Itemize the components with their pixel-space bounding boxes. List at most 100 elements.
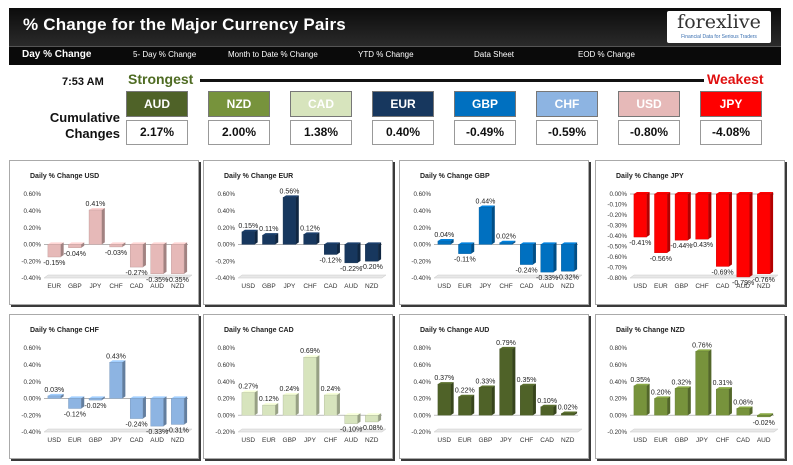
bar-top-face — [437, 239, 454, 242]
nav-5-day-change[interactable]: 5- Day % Change — [133, 50, 197, 59]
x-tick-label: JPY — [696, 437, 709, 444]
currency-tile-name: USD — [618, 91, 680, 117]
x-tick-label: JPY — [283, 283, 296, 290]
x-tick-label: CAD — [324, 283, 338, 290]
bar-side-face — [101, 207, 105, 245]
chart-title: Daily % Change CHF — [30, 327, 100, 334]
bar-side-face — [163, 242, 167, 274]
nav-ytd-change[interactable]: YTD % Change — [358, 50, 414, 59]
x-tick-label: GBP — [675, 437, 689, 444]
y-tick-label: -0.40% — [607, 233, 627, 240]
bar — [478, 207, 493, 245]
y-tick-label: -0.40% — [215, 275, 235, 282]
x-tick-label: USD — [241, 283, 255, 290]
cumulative-changes-label: Cumulative Changes — [42, 110, 120, 142]
bar — [109, 362, 123, 399]
bar-chart-svg: Daily % Change AUD 0.80% 0.60% 0.40% 0.20% 0.… — [411, 327, 583, 444]
bar-side-face — [728, 192, 732, 267]
y-tick-label: 0.40% — [23, 362, 41, 369]
bar-side-face — [357, 413, 361, 424]
x-tick-label: JPY — [304, 437, 317, 444]
bar-side-face — [81, 396, 85, 409]
bar-value-label: 0.27% — [238, 384, 258, 391]
bar-value-label: -0.27% — [125, 270, 147, 277]
bar-top-face — [241, 229, 258, 232]
bar-top-face — [654, 192, 671, 194]
bar — [171, 244, 185, 275]
x-tick-label: NZD — [561, 283, 575, 290]
bar-value-label: -0.08% — [361, 425, 383, 432]
bar-top-face — [458, 242, 475, 245]
bar-value-label: -0.41% — [629, 240, 651, 247]
bar-value-label: -0.02% — [84, 403, 106, 410]
bar — [365, 244, 379, 262]
bar-side-face — [574, 242, 578, 272]
bar-top-face — [171, 242, 188, 245]
y-tick-label: 0.40% — [217, 379, 235, 386]
bar — [757, 414, 771, 418]
bar-top-face — [241, 390, 258, 393]
bar-top-face — [695, 192, 712, 194]
y-tick-label: 0.00% — [413, 412, 431, 419]
bar — [47, 244, 61, 258]
bar-value-label: -0.31% — [167, 427, 189, 434]
y-tick-label: -0.20% — [215, 258, 235, 265]
y-tick-label: 0.40% — [23, 208, 41, 215]
bar-side-face — [142, 396, 146, 419]
nav-eod-change[interactable]: EOD % Change — [578, 50, 635, 59]
x-tick-label: AUD — [150, 283, 164, 290]
x-tick-label: CAD — [130, 283, 144, 290]
bar-side-face — [357, 242, 361, 263]
nav-month-to-date-change[interactable]: Month to Date % Change — [228, 50, 318, 59]
bar-side-face — [378, 413, 382, 422]
bar — [344, 414, 358, 424]
bar-side-face — [667, 396, 671, 416]
bar-value-label: 0.32% — [671, 379, 691, 386]
y-tick-label: -0.40% — [21, 429, 41, 436]
bar — [150, 244, 164, 275]
x-tick-label: CHF — [695, 283, 708, 290]
y-tick-label: 0.20% — [23, 225, 41, 232]
y-tick-label: -0.20% — [215, 429, 235, 436]
y-tick-label: 0.60% — [23, 191, 41, 198]
bar-side-face — [770, 192, 774, 274]
currency-tile-name: GBP — [454, 91, 516, 117]
bar-side-face — [450, 382, 454, 416]
nav-day-change[interactable]: Day % Change — [22, 49, 92, 60]
bar — [129, 244, 144, 268]
x-tick-label: JPY — [479, 283, 492, 290]
bar-value-label: -0.56% — [650, 256, 672, 263]
bar-side-face — [275, 403, 279, 416]
bar-top-face — [479, 385, 495, 388]
x-tick-label: JPY — [500, 437, 513, 444]
bar-side-face — [491, 205, 495, 245]
bar-value-label: -0.44% — [670, 243, 692, 250]
bar-top-face — [540, 242, 557, 245]
bar-side-face — [553, 242, 557, 273]
bar-value-label: 0.02% — [496, 234, 516, 241]
bar-value-label: 0.43% — [106, 353, 126, 360]
bar-top-face — [499, 240, 516, 243]
bar — [695, 351, 709, 416]
y-tick-label: 0.80% — [413, 345, 431, 352]
bar — [303, 357, 317, 416]
bar-side-face — [275, 233, 279, 245]
x-tick-label: EUR — [68, 437, 82, 444]
bar — [109, 244, 123, 248]
chart-title: Daily % Change JPY — [616, 173, 684, 180]
currency-tile-change: -0.49% — [454, 120, 516, 145]
bar-side-face — [687, 386, 691, 416]
bar — [150, 398, 164, 427]
bar — [736, 193, 750, 278]
bar-value-label: 0.76% — [692, 342, 712, 349]
bar-value-label: 0.22% — [455, 388, 475, 395]
nav-data-sheet[interactable]: Data Sheet — [474, 50, 515, 59]
bar-value-label: 0.24% — [279, 386, 299, 393]
bar-top-face — [47, 393, 64, 396]
bar — [282, 394, 297, 416]
bar — [129, 398, 144, 419]
bar-side-face — [749, 406, 753, 416]
bar-top-face — [283, 393, 299, 396]
bar-side-face — [316, 232, 320, 245]
bar-top-face — [520, 242, 536, 245]
